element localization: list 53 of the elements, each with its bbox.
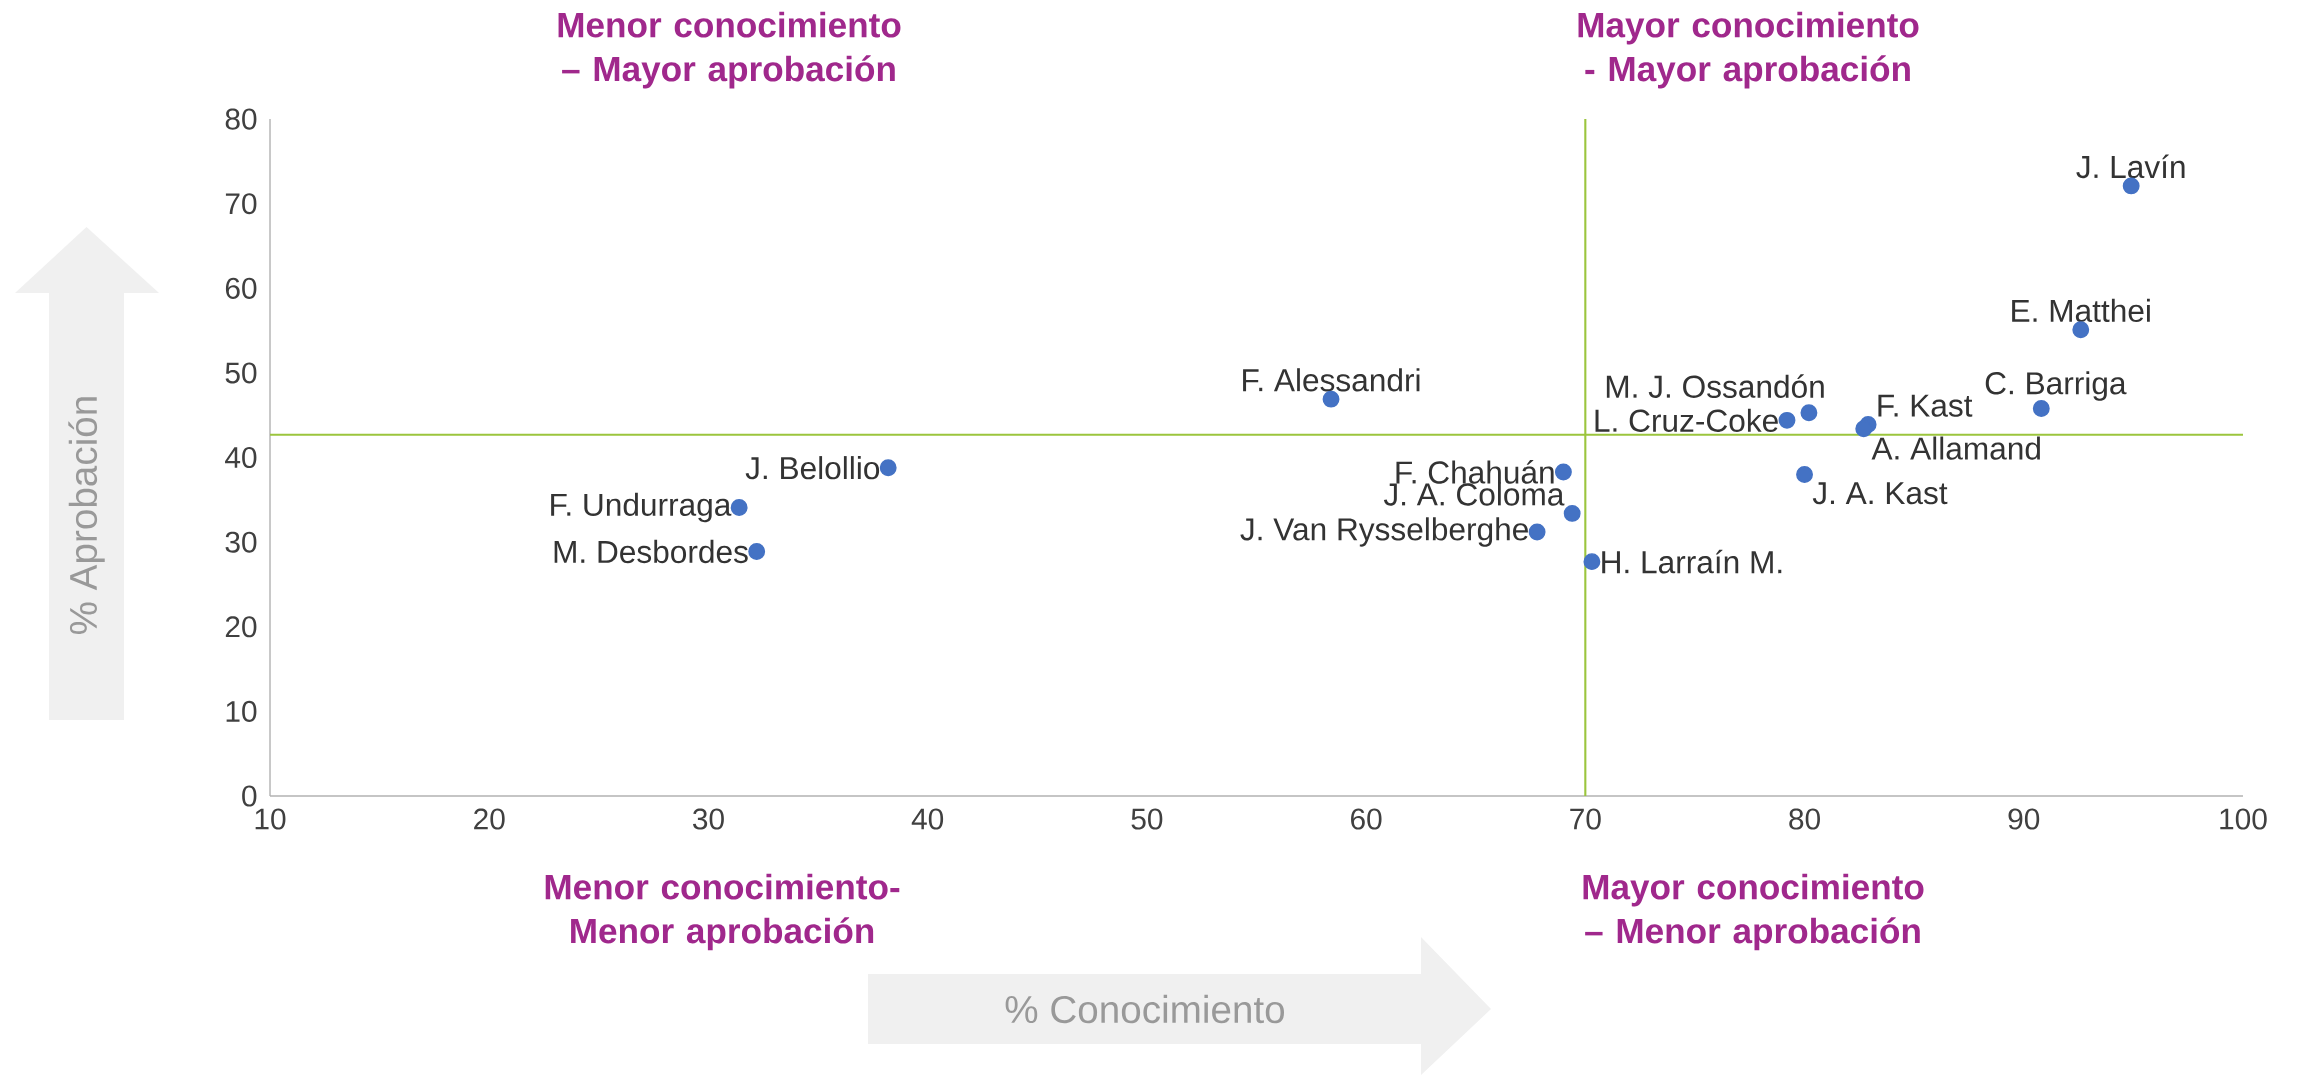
series-label: L. Cruz-Coke: [1595, 408, 1778, 432]
y-tick-label: 60: [225, 277, 257, 299]
x-tick-label: 20: [474, 808, 505, 830]
x-tick-label: 60: [1351, 808, 1382, 830]
y-tick-label: 30: [225, 531, 257, 553]
x-tick-label: 70: [1570, 808, 1601, 830]
y-tick-label: 50: [225, 362, 257, 384]
x-tick-label: 40: [911, 808, 944, 830]
series-label: F. Undurraga: [551, 492, 732, 523]
y-tick-label: 20: [225, 616, 257, 638]
point: [1855, 420, 1873, 438]
point: [1778, 411, 1796, 429]
y-tick-label: 80: [225, 108, 257, 130]
x-tick-label: 50: [1131, 808, 1163, 830]
y-tick-label: 10: [226, 700, 257, 722]
point: [1563, 504, 1581, 522]
series-label: M. J. Ossandón: [1606, 374, 1824, 398]
series-label: J. Van Rysselberghe: [1240, 517, 1528, 547]
point: [879, 459, 897, 477]
point: [1583, 553, 1601, 571]
text: Menor conocimiento- Menor aprobación: [545, 873, 900, 951]
point: [1800, 404, 1818, 422]
series-label: F. Alessandri: [1243, 368, 1420, 392]
y-axis-title: % Aprobación: [68, 397, 105, 635]
text: Menor conocimiento – Mayor aprobación: [558, 11, 901, 89]
point: [1554, 463, 1572, 481]
y-tick-label: 0: [242, 785, 257, 807]
series-label: F. Kast: [1878, 394, 1973, 417]
series-label: J. Lavín: [2076, 154, 2185, 179]
point: [2072, 321, 2090, 339]
series-label: H. Larraín M.: [1602, 549, 1782, 574]
series-label: E. Matthei: [2012, 298, 2150, 323]
series-label: F. Chahuán: [1396, 460, 1554, 484]
point: [1796, 466, 1813, 483]
y-tick-label: 70: [225, 193, 257, 215]
x-tick-label: 30: [693, 808, 724, 830]
series-label: J. A. Kast: [1812, 482, 1948, 505]
text: Mayor conocimiento – Menor aprobación: [1583, 873, 1924, 951]
point: [1528, 523, 1546, 541]
series-label: A. Allamand: [1871, 436, 2040, 460]
series-label: C. Barriga: [1985, 371, 2127, 401]
x-axis-title: % Conocimiento: [1005, 994, 1285, 1024]
point: [748, 543, 766, 560]
series-label: J. Belollio: [745, 456, 880, 480]
x-tick-label: 90: [2008, 808, 2040, 830]
x-tick-label: 80: [1789, 808, 1820, 830]
x-tick-label: 100: [2220, 808, 2267, 830]
text: Mayor conocimiento - Mayor aprobación: [1578, 11, 1919, 89]
y-tick-label: 40: [225, 446, 257, 469]
point: [2032, 400, 2050, 417]
point: [2122, 177, 2140, 195]
x-tick-label: 10: [255, 808, 286, 830]
series-label: M. Desbordes: [554, 539, 748, 564]
